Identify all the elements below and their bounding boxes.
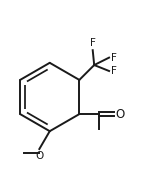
Text: F: F (111, 53, 116, 63)
Text: O: O (116, 108, 125, 121)
Text: F: F (111, 66, 116, 76)
Text: F: F (90, 38, 96, 48)
Text: O: O (35, 151, 44, 161)
